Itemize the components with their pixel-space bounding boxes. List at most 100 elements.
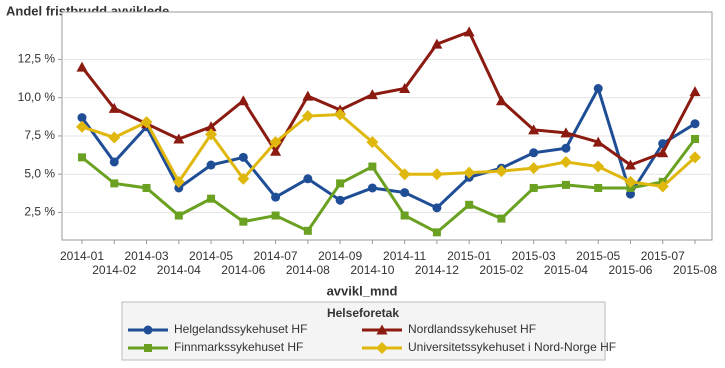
data-point (626, 183, 635, 192)
data-point (624, 175, 637, 188)
y-tick-label: 12,5 % (18, 52, 56, 66)
data-point (238, 152, 248, 162)
x-tick-label: 2015-05 (576, 249, 620, 263)
data-point (301, 110, 314, 123)
legend-marker (376, 342, 388, 354)
data-point (495, 165, 508, 178)
data-point (465, 200, 474, 209)
data-point (400, 211, 409, 220)
data-point (529, 183, 538, 192)
data-point (592, 160, 605, 173)
data-point (431, 38, 443, 49)
data-point (689, 86, 701, 97)
data-point (237, 95, 249, 106)
data-point (207, 194, 216, 203)
series-line (81, 112, 697, 189)
y-tick-label: 10,0 % (18, 90, 56, 104)
y-tick-label: 2,5 % (24, 205, 55, 219)
legend-title: Helseforetak (327, 306, 399, 320)
x-tick-label: 2014-03 (125, 249, 169, 263)
data-point (110, 179, 119, 188)
legend-marker (376, 324, 388, 335)
data-point (691, 135, 699, 144)
x-tick-label: 2014-10 (350, 263, 394, 277)
series-line (81, 138, 697, 235)
data-point (560, 127, 572, 138)
data-point (303, 226, 312, 235)
data-point (432, 203, 442, 213)
legend-label: Nordlandssykehuset HF (408, 322, 536, 336)
x-tick-label: 2014-02 (92, 263, 136, 277)
data-point (400, 188, 410, 198)
data-point (528, 124, 540, 135)
data-point (206, 160, 216, 170)
x-tick-label: 2015-06 (608, 263, 652, 277)
legend-marker (143, 325, 153, 335)
data-point (495, 95, 507, 106)
legend-label: Finnmarkssykehuset HF (174, 340, 303, 354)
data-point (430, 168, 443, 181)
x-tick-label: 2015-02 (479, 263, 523, 277)
data-point (690, 119, 700, 129)
data-point (527, 162, 540, 175)
x-tick-label: 2014-09 (318, 249, 362, 263)
data-point (270, 145, 282, 156)
data-point (174, 211, 183, 220)
data-point (497, 214, 506, 223)
data-point (140, 116, 153, 129)
data-point (399, 83, 411, 94)
data-point (463, 166, 476, 179)
data-point (593, 84, 603, 94)
x-tick-label: 2014-11 (383, 249, 426, 263)
legend-marker (144, 344, 152, 352)
x-tick-label: 2015-03 (512, 249, 556, 263)
x-tick-label: 2014-01 (60, 249, 104, 263)
data-point (172, 175, 185, 188)
data-point (336, 179, 345, 188)
data-point (205, 121, 217, 132)
data-point (76, 61, 88, 72)
data-point (271, 192, 281, 202)
x-tick-label: 2014-07 (254, 249, 298, 263)
data-point (77, 113, 87, 123)
data-point (269, 136, 282, 149)
data-point (366, 89, 378, 100)
data-point (205, 128, 218, 141)
x-tick-label: 2014-08 (286, 263, 330, 277)
data-point (271, 211, 280, 220)
x-tick-label: 2014-12 (415, 263, 459, 277)
x-tick-label: 2014-04 (157, 263, 201, 277)
data-point (368, 162, 377, 171)
x-axis-title: avvikl_mnd (327, 283, 398, 298)
data-point (559, 155, 572, 168)
x-tick-label: 2015-04 (544, 263, 588, 277)
data-point (594, 183, 603, 192)
x-tick-label: 2014-06 (221, 263, 265, 277)
data-point (334, 108, 347, 121)
data-point (561, 143, 571, 153)
y-tick-label: 5,0 % (24, 166, 55, 180)
data-point (624, 159, 636, 170)
x-tick-label: 2015-01 (447, 249, 491, 263)
data-point (592, 136, 604, 147)
plot-area (61, 11, 713, 241)
x-tick-label: 2014-05 (189, 249, 233, 263)
data-point (109, 157, 119, 167)
data-point (302, 90, 314, 101)
x-tick-label: 2015-08 (673, 263, 717, 277)
legend-label: Helgelandssykehuset HF (174, 322, 307, 336)
data-point (529, 148, 539, 158)
legend-label: Universitetssykehuset i Nord-Norge HF (408, 340, 616, 354)
data-point (657, 147, 669, 158)
data-point (108, 131, 121, 144)
data-point (303, 174, 313, 184)
data-point (432, 228, 441, 237)
data-point (108, 102, 120, 113)
data-point (239, 217, 248, 226)
y-tick-label: 7,5 % (24, 128, 55, 142)
data-point (78, 153, 86, 162)
data-point (366, 136, 379, 149)
data-point (656, 180, 669, 193)
data-point (367, 183, 377, 193)
